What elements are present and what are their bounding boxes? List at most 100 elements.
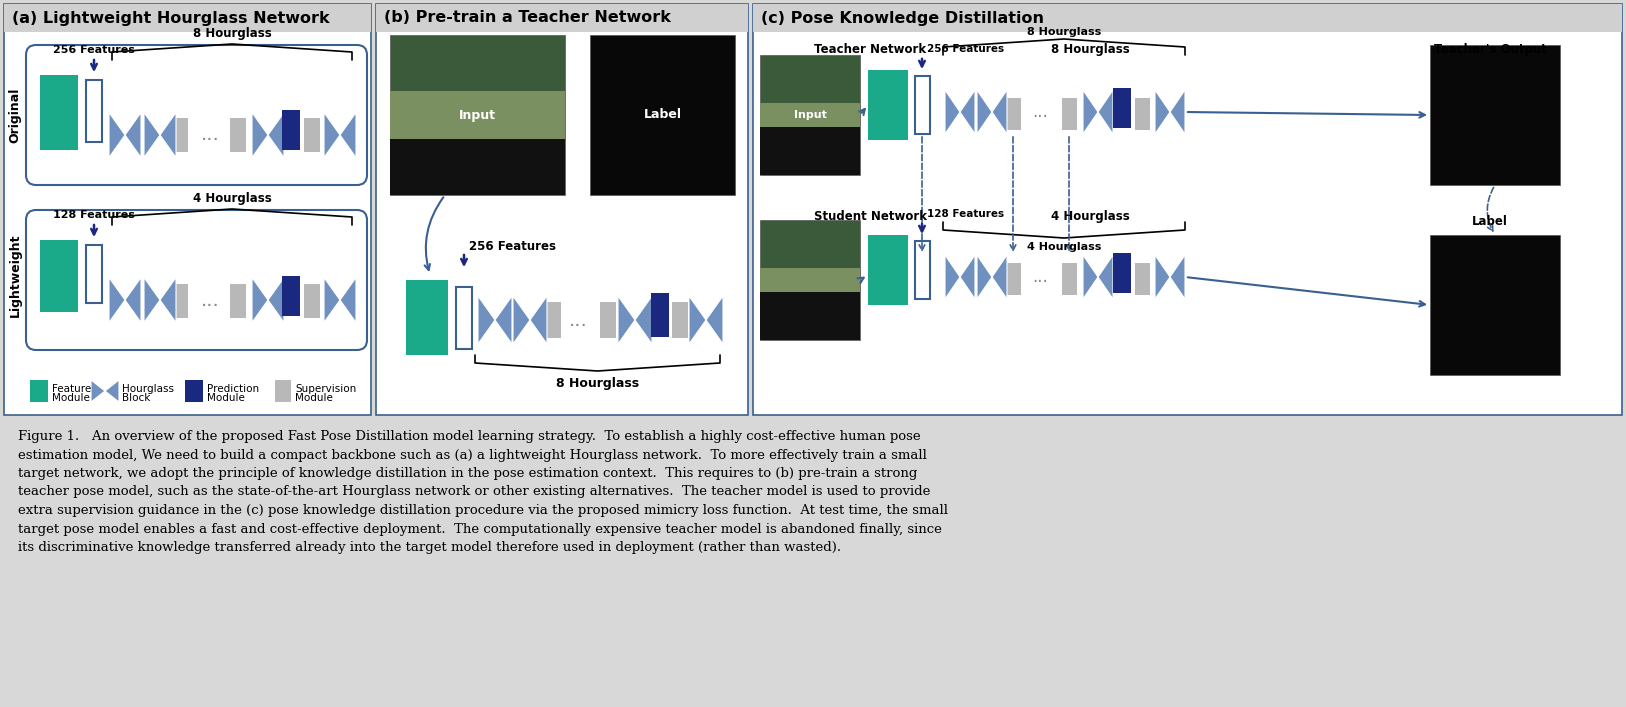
Bar	[915, 241, 930, 299]
Bar	[406, 280, 449, 355]
Polygon shape	[1083, 90, 1098, 134]
Bar	[275, 380, 291, 402]
Text: Prediction: Prediction	[207, 384, 259, 394]
Polygon shape	[945, 90, 959, 134]
Polygon shape	[1171, 255, 1185, 299]
Bar	[172, 118, 189, 152]
Text: Label: Label	[644, 108, 681, 122]
Bar	[915, 76, 930, 134]
Polygon shape	[1083, 255, 1098, 299]
Text: Supervision: Supervision	[294, 384, 356, 394]
Bar	[672, 302, 688, 338]
Text: Teacher's Output: Teacher's Output	[1434, 43, 1546, 56]
Bar	[3, 4, 371, 415]
Text: (a) Lightweight Hourglass Network: (a) Lightweight Hourglass Network	[11, 11, 330, 25]
Text: 4 Hourglass: 4 Hourglass	[1050, 210, 1130, 223]
Bar	[868, 70, 907, 140]
Bar	[376, 4, 748, 415]
FancyBboxPatch shape	[26, 210, 367, 350]
Polygon shape	[530, 296, 546, 344]
Text: 8 Hourglass: 8 Hourglass	[556, 377, 639, 390]
Text: ...: ...	[1033, 268, 1047, 286]
Polygon shape	[636, 296, 652, 344]
Bar	[759, 292, 860, 340]
Bar	[376, 4, 748, 32]
Bar	[759, 55, 860, 175]
Bar	[86, 245, 102, 303]
Text: Input: Input	[459, 108, 496, 122]
Bar	[759, 127, 860, 175]
Text: Hourglass: Hourglass	[122, 384, 174, 394]
Bar	[390, 35, 564, 195]
Polygon shape	[1154, 255, 1171, 299]
Polygon shape	[109, 112, 125, 158]
Bar	[229, 118, 246, 152]
Polygon shape	[125, 112, 141, 158]
Bar	[390, 139, 564, 195]
Polygon shape	[992, 90, 1006, 134]
Polygon shape	[1154, 90, 1171, 134]
Text: (c) Pose Knowledge Distillation: (c) Pose Knowledge Distillation	[761, 11, 1044, 25]
Text: teacher pose model, such as the state-of-the-art Hourglass network or other exis: teacher pose model, such as the state-of…	[18, 486, 930, 498]
Text: Figure 1.   An overview of the proposed Fast Pose Distillation model learning st: Figure 1. An overview of the proposed Fa…	[18, 430, 920, 443]
Polygon shape	[945, 255, 959, 299]
Bar	[650, 293, 668, 337]
Bar	[759, 268, 860, 340]
Polygon shape	[1171, 90, 1185, 134]
Polygon shape	[977, 255, 992, 299]
Bar	[1114, 88, 1132, 128]
Polygon shape	[1098, 90, 1114, 134]
Bar	[455, 287, 472, 349]
Text: its discriminative knowledge transferred already into the target model therefore: its discriminative knowledge transferred…	[18, 541, 841, 554]
Polygon shape	[252, 278, 268, 322]
Text: 256 Features: 256 Features	[54, 45, 135, 55]
Text: ...: ...	[200, 126, 220, 144]
Text: ...: ...	[200, 291, 220, 310]
Bar	[759, 103, 860, 175]
Polygon shape	[340, 112, 356, 158]
Text: 128 Features: 128 Features	[927, 209, 1005, 219]
Bar	[1006, 263, 1021, 295]
Polygon shape	[109, 278, 125, 322]
Bar	[185, 380, 203, 402]
Bar	[304, 284, 320, 318]
Text: Label: Label	[1472, 215, 1507, 228]
Bar	[590, 35, 735, 195]
Text: Block: Block	[122, 393, 150, 403]
Polygon shape	[706, 296, 724, 344]
Bar	[1429, 45, 1559, 185]
Bar	[3, 4, 371, 32]
Bar	[759, 220, 860, 340]
Bar	[753, 4, 1623, 32]
Polygon shape	[159, 112, 176, 158]
Text: estimation model, We need to build a compact backbone such as (a) a lightweight : estimation model, We need to build a com…	[18, 448, 927, 462]
Bar	[1135, 263, 1150, 295]
Bar	[753, 4, 1623, 415]
Polygon shape	[145, 112, 159, 158]
Text: Teacher Network: Teacher Network	[815, 43, 927, 56]
Bar	[86, 80, 102, 142]
Bar	[1006, 98, 1021, 130]
Polygon shape	[340, 278, 356, 322]
Bar	[545, 302, 561, 338]
Bar	[1062, 98, 1076, 130]
Text: ...: ...	[569, 310, 587, 329]
Text: 4 Hourglass: 4 Hourglass	[1026, 242, 1101, 252]
Polygon shape	[618, 296, 636, 344]
Bar	[281, 110, 301, 150]
Bar	[172, 284, 189, 318]
Text: 256 Features: 256 Features	[927, 44, 1005, 54]
Polygon shape	[145, 278, 159, 322]
Text: 8 Hourglass: 8 Hourglass	[1028, 27, 1101, 37]
Text: 8 Hourglass: 8 Hourglass	[192, 27, 272, 40]
Text: extra supervision guidance in the (c) pose knowledge distillation procedure via : extra supervision guidance in the (c) po…	[18, 504, 948, 517]
Text: Original: Original	[8, 87, 21, 143]
Polygon shape	[324, 112, 340, 158]
Text: Module: Module	[294, 393, 333, 403]
Bar	[29, 380, 49, 402]
Bar	[281, 276, 301, 316]
Text: target network, we adopt the principle of knowledge distillation in the pose est: target network, we adopt the principle o…	[18, 467, 917, 480]
Polygon shape	[512, 296, 530, 344]
Text: 128 Features: 128 Features	[54, 210, 135, 220]
FancyBboxPatch shape	[26, 45, 367, 185]
